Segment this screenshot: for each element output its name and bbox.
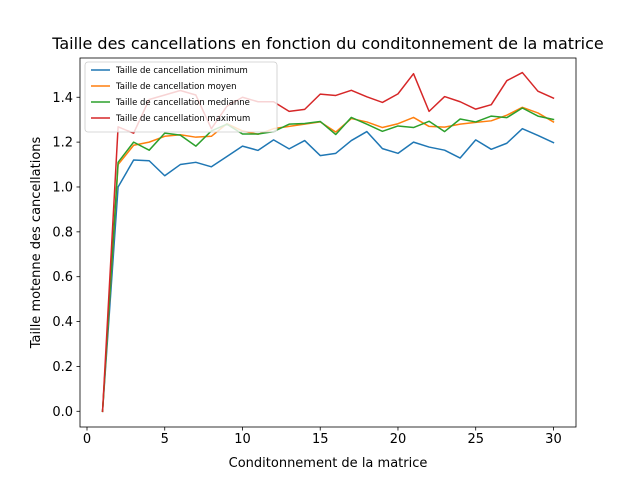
legend-label-3: Taille de cancellation maximum: [115, 114, 250, 124]
y-tick-label: 0.8: [52, 225, 73, 240]
x-tick-label: 0: [83, 432, 91, 447]
x-axis: 0 5 10 15 20 25 30: [83, 427, 562, 447]
y-tick-label: 0.6: [52, 270, 73, 285]
y-tick-label: 0.2: [52, 360, 73, 375]
series-line-2: [101, 107, 555, 413]
y-tick-label: 0.0: [52, 405, 73, 420]
legend: Taille de cancellation minimum Taille de …: [84, 61, 278, 133]
legend-label-1: Taille de cancellation moyen: [115, 82, 237, 92]
x-tick-label: 5: [161, 432, 169, 447]
plot-frame: [79, 57, 577, 428]
legend-label-2: Taille de cancellation medianne: [115, 98, 250, 108]
x-tick-label: 15: [312, 432, 329, 447]
y-tick-label: 1.0: [52, 180, 73, 195]
x-axis-label: Conditonnement de la matrice: [229, 456, 428, 471]
y-axis-label: Taille motenne des cancellations: [29, 136, 44, 349]
x-tick-label: 10: [234, 432, 251, 447]
series-line-0: [101, 127, 555, 413]
y-tick-label: 1.2: [52, 136, 73, 151]
y-axis: 0.0 0.2 0.4 0.6 0.8 1.0 1.2 1.4: [52, 91, 80, 420]
y-tick-label: 0.4: [52, 315, 73, 330]
x-tick-label: 30: [545, 432, 562, 447]
x-tick-label: 20: [390, 432, 407, 447]
y-tick-label: 1.4: [52, 91, 73, 106]
x-tick-label: 25: [467, 432, 484, 447]
legend-box: [84, 61, 278, 133]
legend-label-0: Taille de cancellation minimum: [115, 66, 248, 76]
chart-title: Taille des cancellations en fonction du …: [51, 34, 604, 53]
